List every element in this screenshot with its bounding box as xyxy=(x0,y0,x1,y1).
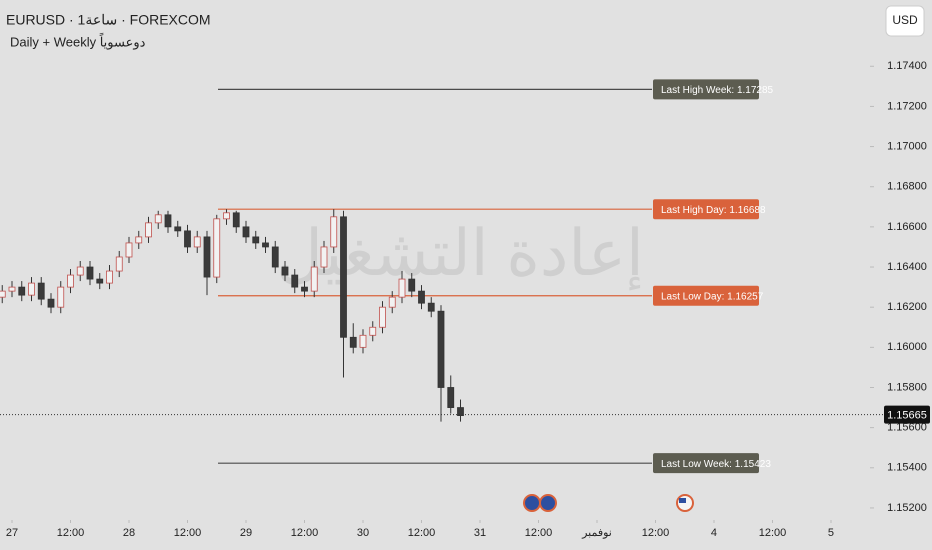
y-tick-label: 1.17000 xyxy=(887,140,927,152)
candle-body xyxy=(408,278,416,292)
candle-body xyxy=(447,387,455,408)
y-tick-label: 1.15800 xyxy=(887,381,927,393)
x-tick-label: 29 xyxy=(240,527,252,539)
current-price-label: 1.15665 xyxy=(887,410,927,422)
candle-body xyxy=(203,236,211,278)
level-label-box xyxy=(653,199,759,220)
x-tick-label: 4 xyxy=(711,527,717,539)
y-tick-label: 1.16200 xyxy=(887,301,927,313)
button-box[interactable] xyxy=(885,5,925,37)
candle-body xyxy=(330,216,338,248)
y-tick-label: 1.16000 xyxy=(887,341,927,353)
y-tick-label: 1.17400 xyxy=(887,60,927,72)
x-tick-label: 12:00 xyxy=(174,527,202,539)
x-tick-label: 30 xyxy=(357,527,369,539)
x-tick-label: 12:00 xyxy=(291,527,319,539)
currency-button[interactable]: USD xyxy=(885,5,925,37)
button-label[interactable]: USD xyxy=(892,13,918,27)
y-tick-label: 1.16800 xyxy=(887,181,927,193)
candle-body xyxy=(86,266,94,280)
candle-body xyxy=(437,310,445,388)
x-tick-label: 12:00 xyxy=(642,527,670,539)
event-eu[interactable] xyxy=(523,494,541,512)
x-tick-label: 12:00 xyxy=(525,527,553,539)
candle-body xyxy=(8,286,16,292)
y-tick-label: 1.16600 xyxy=(887,221,927,233)
candle-body xyxy=(47,298,55,308)
x-tick-label: 28 xyxy=(123,527,135,539)
x-tick-label: 12:00 xyxy=(57,527,85,539)
candle-body xyxy=(106,270,113,284)
candle-body xyxy=(18,286,26,296)
level-label-box xyxy=(653,285,759,306)
candle-body xyxy=(359,334,367,348)
candle-body xyxy=(0,290,6,298)
candle-body xyxy=(252,236,260,244)
candle-body xyxy=(145,222,152,238)
x-tick-label: 12:00 xyxy=(759,527,787,539)
candle-body xyxy=(271,246,279,268)
x-tick-label: 27 xyxy=(6,527,18,539)
y-tick-label: 1.16400 xyxy=(887,261,927,273)
candle-body xyxy=(310,266,318,292)
candle-body xyxy=(232,212,240,228)
x-tick-label: نوفمبر xyxy=(581,527,612,539)
chart-title: EURUSD · 1ساعة · FOREXCOM xyxy=(6,12,211,28)
candle-body xyxy=(379,306,386,328)
watermark: إعادة التشغيل xyxy=(276,217,644,291)
x-tick-label: 12:00 xyxy=(408,527,436,539)
level-label: Last High Week: 1.17285 xyxy=(661,85,774,96)
candle-body xyxy=(418,290,425,304)
candle-body xyxy=(262,242,269,248)
current-price-box xyxy=(884,405,930,424)
candle-body xyxy=(28,282,35,296)
level-label-box xyxy=(653,453,759,474)
level-label-box xyxy=(653,79,759,100)
candle-body xyxy=(154,214,162,224)
level-label: Last High Day: 1.16688 xyxy=(661,205,766,216)
y-tick-label: 1.15600 xyxy=(887,422,927,434)
event-icons xyxy=(523,494,694,512)
y-tick-label: 1.15400 xyxy=(887,462,927,474)
candle-body xyxy=(164,214,172,228)
candle-body xyxy=(57,286,65,308)
candle-body xyxy=(291,274,299,288)
candle-body xyxy=(174,226,182,232)
candle-body xyxy=(96,278,104,284)
candle-body xyxy=(369,326,377,336)
y-tick-label: 1.15200 xyxy=(887,502,927,514)
candle-body xyxy=(281,266,289,276)
x-tick-label: 5 xyxy=(828,527,834,539)
candle-body xyxy=(457,407,464,416)
y-tick-label: 1.17200 xyxy=(887,100,927,112)
candle-body xyxy=(388,296,396,308)
candle-body xyxy=(37,282,45,300)
x-tick-label: 31 xyxy=(474,527,486,539)
level-label: Last Low Week: 1.15423 xyxy=(661,459,771,470)
level-label: Last Low Day: 1.16257 xyxy=(661,291,764,302)
candle-body xyxy=(125,242,133,258)
candle-body xyxy=(320,246,328,268)
candle-body xyxy=(223,212,230,220)
candle-body xyxy=(427,302,435,312)
candle-body xyxy=(115,256,123,272)
chart-subtitle: Daily + Weekly دوعسوياً xyxy=(10,33,146,51)
candle-body xyxy=(242,226,250,238)
candle-body xyxy=(398,278,406,298)
candle-body xyxy=(76,266,84,276)
candle-body xyxy=(184,230,191,248)
candle-body xyxy=(67,274,74,288)
candle-body xyxy=(135,236,143,244)
candle-body xyxy=(213,218,221,278)
candle-body xyxy=(349,336,357,348)
candle-body xyxy=(193,236,201,248)
candle-body xyxy=(340,216,347,338)
event-eu[interactable] xyxy=(539,494,557,512)
candle-body xyxy=(301,286,308,292)
flag-canton xyxy=(679,498,686,503)
